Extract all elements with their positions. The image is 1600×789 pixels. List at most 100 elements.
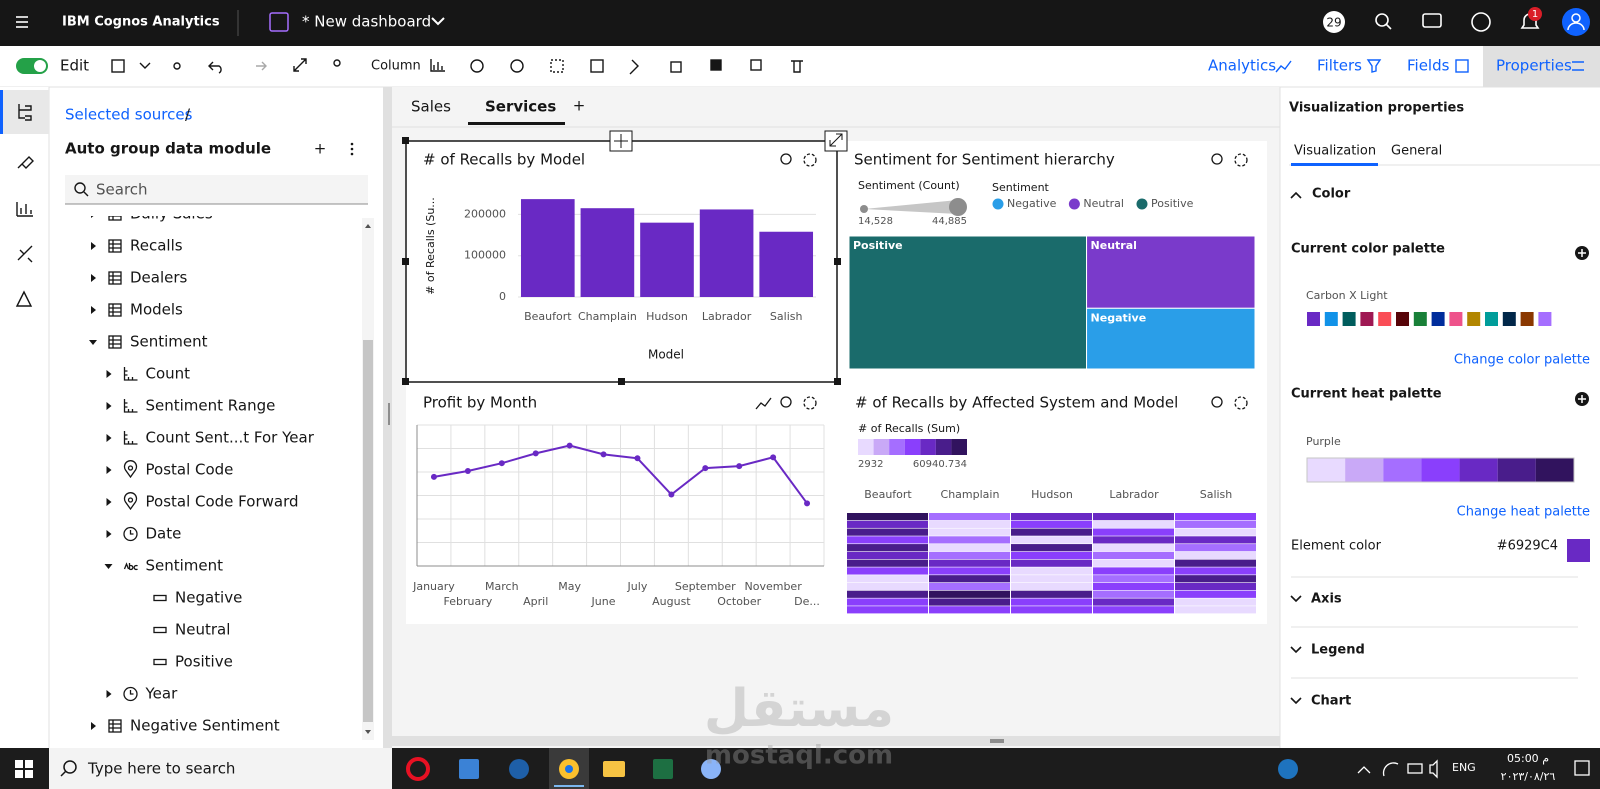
explorer-app[interactable]: [603, 761, 625, 777]
tree-item[interactable]: Negative: [153, 589, 242, 607]
column-icon[interactable]: [430, 59, 445, 72]
dashboard-name[interactable]: * New dashboard: [302, 13, 431, 31]
widgets-rail-icon[interactable]: [15, 290, 33, 307]
section-heading[interactable]: Chart: [1311, 694, 1351, 709]
tree-item[interactable]: Count Sent...t For Year: [106, 429, 315, 447]
share-icon[interactable]: [173, 62, 181, 70]
select-icon[interactable]: [550, 59, 564, 73]
add-tab[interactable]: +: [573, 97, 586, 115]
tree-item[interactable]: Neutral: [153, 621, 230, 639]
save-icon[interactable]: [111, 59, 125, 73]
opera-app[interactable]: [406, 757, 430, 781]
panel-button[interactable]: Filters: [1317, 57, 1362, 75]
expand-caret[interactable]: [106, 530, 112, 538]
properties-tab[interactable]: General: [1391, 144, 1442, 159]
tree-item[interactable]: Date: [106, 525, 182, 543]
tree-item[interactable]: Models: [91, 301, 183, 319]
sources-icon[interactable]: [18, 104, 32, 121]
axis-caret[interactable]: [1290, 595, 1302, 603]
change-palette-link[interactable]: Change color palette: [1454, 353, 1590, 368]
tree-item[interactable]: Year: [106, 685, 179, 703]
volume-icon[interactable]: [1429, 759, 1438, 779]
expand-caret[interactable]: [91, 306, 96, 314]
settings-icon[interactable]: [1234, 153, 1248, 167]
handle[interactable]: [618, 378, 625, 385]
handle[interactable]: [402, 137, 409, 144]
module-add[interactable]: +: [314, 140, 327, 158]
help-icon[interactable]: [1471, 12, 1491, 32]
tool-icon[interactable]: [510, 59, 524, 73]
table-icon[interactable]: [590, 59, 604, 73]
taskbar-search[interactable]: [49, 748, 392, 789]
expand-caret[interactable]: [91, 722, 96, 730]
tree-item[interactable]: Daily Sales: [91, 205, 213, 223]
notification-center[interactable]: [1574, 760, 1590, 776]
viz-rail-icon[interactable]: [16, 202, 33, 217]
tree-item[interactable]: Positive: [153, 653, 233, 671]
pin-icon[interactable]: [629, 59, 639, 75]
settings-icon[interactable]: [803, 153, 817, 167]
expand-caret[interactable]: [106, 498, 112, 506]
tree-item[interactable]: Sentiment: [89, 333, 208, 351]
connect-icon[interactable]: [333, 59, 341, 67]
pin-rail-icon[interactable]: [17, 156, 34, 169]
delete-icon[interactable]: [791, 60, 803, 73]
handle[interactable]: [402, 258, 409, 265]
tray-chevron[interactable]: [1357, 766, 1371, 774]
collapse-caret[interactable]: [89, 340, 97, 345]
search-box[interactable]: [65, 175, 368, 204]
expand-icon[interactable]: [293, 58, 307, 72]
expand-caret[interactable]: [91, 210, 96, 218]
handle[interactable]: [834, 258, 841, 265]
legend-caret[interactable]: [1290, 646, 1302, 654]
battery-icon[interactable]: [1407, 763, 1423, 774]
wifi-icon[interactable]: [1382, 762, 1399, 777]
chart-type-button[interactable]: Column: [371, 59, 421, 74]
expand-caret[interactable]: [91, 242, 96, 250]
app-icon[interactable]: [509, 759, 529, 779]
handle[interactable]: [402, 378, 409, 385]
menu-icon[interactable]: [16, 16, 28, 28]
breadcrumb-link[interactable]: Selected sources: [65, 106, 193, 124]
tree-item[interactable]: Postal Code: [106, 460, 234, 479]
redo-icon[interactable]: [256, 61, 267, 71]
expand-caret[interactable]: [106, 434, 112, 442]
save-menu[interactable]: [139, 62, 151, 69]
app-icon[interactable]: [459, 759, 479, 779]
tool-icon[interactable]: [470, 59, 484, 73]
insight-icon[interactable]: [780, 153, 792, 165]
tree-item[interactable]: Sentiment: [104, 557, 224, 575]
windows-logo[interactable]: [15, 760, 33, 778]
dashboard-tab[interactable]: Services: [485, 98, 556, 116]
copy-icon[interactable]: [670, 61, 682, 73]
insight-icon[interactable]: [1211, 396, 1223, 408]
change-heat-link[interactable]: Change heat palette: [1457, 505, 1590, 520]
section-heading[interactable]: Axis: [1311, 592, 1342, 607]
back-icon[interactable]: [750, 59, 762, 71]
panel-button[interactable]: Properties: [1496, 57, 1572, 75]
section-heading[interactable]: Color: [1312, 187, 1351, 202]
tree-scroll-thumb[interactable]: [363, 340, 373, 722]
help-tray[interactable]: [1278, 759, 1298, 779]
expand-caret[interactable]: [106, 370, 112, 378]
properties-tab[interactable]: Visualization: [1294, 144, 1376, 159]
excel-app[interactable]: [653, 759, 673, 779]
front-icon[interactable]: [710, 59, 722, 71]
settings-icon[interactable]: [803, 396, 817, 410]
insight-icon[interactable]: [780, 396, 792, 408]
search-icon[interactable]: [1375, 13, 1389, 27]
expand-caret[interactable]: [91, 274, 96, 282]
section-heading[interactable]: Legend: [1311, 643, 1365, 658]
chat-icon[interactable]: [1422, 13, 1442, 28]
collapse-caret[interactable]: [104, 564, 113, 569]
chart-caret[interactable]: [1290, 697, 1302, 705]
splitter[interactable]: [383, 87, 392, 748]
tree-item[interactable]: Dealers: [91, 269, 188, 287]
expand-caret[interactable]: [106, 466, 112, 474]
tree-item[interactable]: Postal Code Forward: [106, 492, 299, 511]
element-color-swatch[interactable]: [1567, 539, 1590, 562]
tools-rail-icon[interactable]: [17, 245, 33, 263]
paint-app[interactable]: [701, 759, 721, 779]
expand-caret[interactable]: [106, 402, 112, 410]
insight-icon[interactable]: [1211, 153, 1223, 165]
